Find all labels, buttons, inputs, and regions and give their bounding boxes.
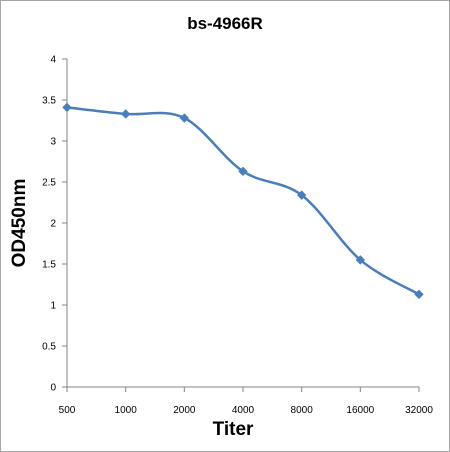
y-tick-label: 1 <box>50 301 56 312</box>
y-tick-label: 3 <box>50 137 56 148</box>
data-point-marker <box>238 166 248 177</box>
data-point-marker <box>120 109 131 119</box>
y-tick-label: 1.5 <box>42 260 56 271</box>
y-tick-label: 0.5 <box>42 342 56 353</box>
chart-title: bs-4966R <box>187 14 263 33</box>
x-tick-label: 4000 <box>232 405 255 416</box>
x-tick-label: 16000 <box>346 405 374 416</box>
data-point-marker <box>414 289 424 300</box>
x-tick-label: 1000 <box>115 405 138 416</box>
x-tick-label: 2000 <box>173 405 196 416</box>
plot-area: 0 0.5 1 1.5 2 2.5 3 3.5 4 500 1000 2000 4000 8000 1600… <box>42 55 433 417</box>
y-tick-label: 3.5 <box>42 96 56 107</box>
data-point-marker <box>179 113 190 123</box>
x-axis-title: Titer <box>213 419 254 440</box>
data-point-marker <box>355 255 366 265</box>
y-axis-title: OD450nm <box>9 179 30 268</box>
x-tick-label: 32000 <box>405 405 433 416</box>
data-point-marker <box>62 102 72 113</box>
x-tick-label: 8000 <box>291 405 314 416</box>
data-point-marker <box>296 190 307 200</box>
y-tick-label: 2.5 <box>42 178 56 189</box>
y-tick-label: 2 <box>50 219 56 230</box>
series-line <box>66 106 420 296</box>
y-tick-label: 0 <box>50 383 56 394</box>
y-tick-label: 4 <box>50 55 56 66</box>
x-tick-label: 500 <box>59 405 76 416</box>
